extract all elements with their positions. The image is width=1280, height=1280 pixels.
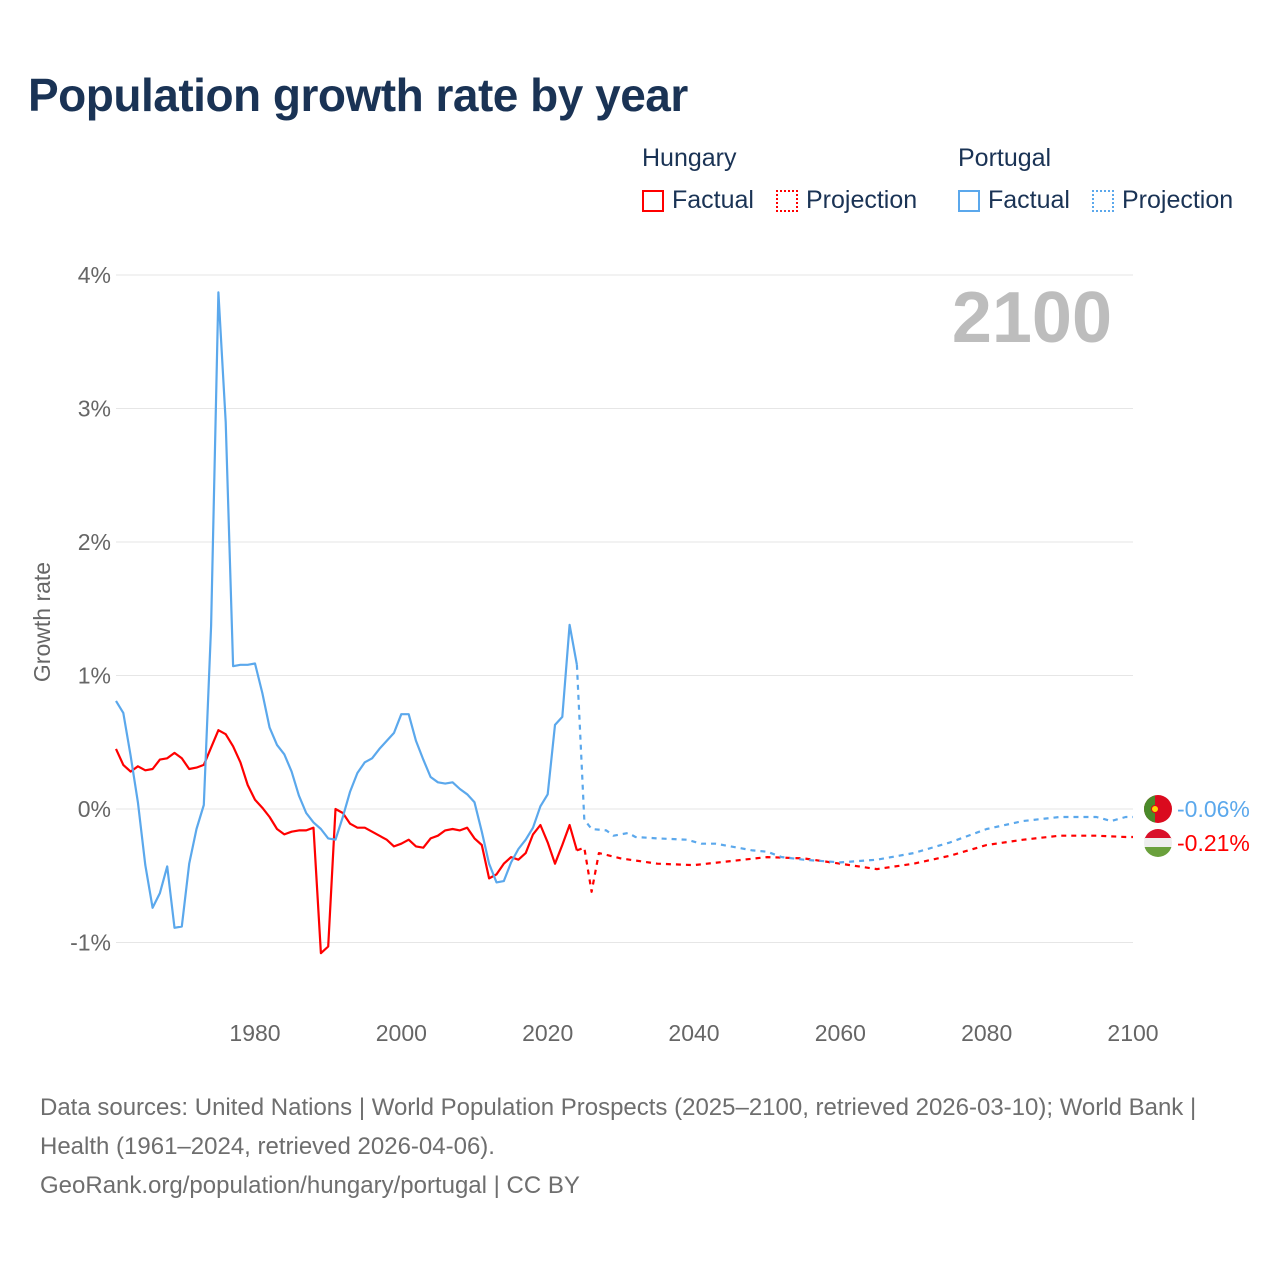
legend-label: Factual: [988, 186, 1070, 214]
y-tick-label: 3%: [78, 396, 111, 422]
portugal-projection-line: [575, 664, 1133, 864]
hungary-end-value: -0.21%: [1177, 830, 1250, 856]
portugal-end-value: -0.06%: [1177, 796, 1250, 822]
data-sources: Data sources: United Nations | World Pop…: [40, 1094, 1197, 1160]
legend-label: Projection: [1122, 186, 1234, 214]
legend-portugal-heading: Portugal: [958, 144, 1052, 172]
x-tick-label: 2000: [376, 1020, 427, 1046]
legend-hungary-heading: Hungary: [642, 144, 737, 172]
legend-swatch-dotted: [1092, 189, 1114, 212]
chart-title: Population growth rate by year: [28, 69, 688, 121]
legend-label: Projection: [806, 186, 918, 214]
y-tick-label: 4%: [78, 262, 111, 288]
x-tick-label: 2080: [961, 1020, 1012, 1046]
y-tick-label: 2%: [78, 529, 111, 555]
legend-portugal-factual[interactable]: Factual: [958, 186, 1070, 215]
x-tick-label: 1980: [229, 1020, 280, 1046]
hungary-projection-line: [576, 834, 1133, 893]
y-tick-label: 0%: [78, 796, 111, 822]
x-tick-label: 2100: [1107, 1020, 1158, 1046]
legend-hungary-factual[interactable]: Factual: [642, 186, 754, 215]
legend-portugal-projection[interactable]: Projection: [1092, 186, 1233, 215]
portugal-flag-icon: [1144, 795, 1172, 823]
legend-swatch-solid: [958, 189, 980, 212]
x-tick-label: 2020: [522, 1020, 573, 1046]
portugal-factual-line: [115, 291, 578, 929]
hungary-flag-icon: [1144, 829, 1172, 857]
legend-label: Factual: [672, 186, 754, 214]
hungary-factual-line: [114, 729, 578, 955]
y-axis-label: Growth rate: [29, 562, 55, 682]
footer: Data sources: United Nations | World Pop…: [40, 1088, 1240, 1205]
x-tick-label: 2060: [815, 1020, 866, 1046]
y-tick-label: 1%: [78, 663, 111, 689]
legend-swatch-dotted: [776, 189, 798, 212]
x-tick-label: 2040: [668, 1020, 719, 1046]
y-tick-label: -1%: [70, 930, 111, 956]
attribution-link[interactable]: GeoRank.org/population/hungary/portugal …: [40, 1172, 580, 1199]
legend-swatch-solid: [642, 189, 664, 212]
year-label: 2100: [952, 278, 1112, 358]
legend-hungary-projection[interactable]: Projection: [776, 186, 917, 215]
